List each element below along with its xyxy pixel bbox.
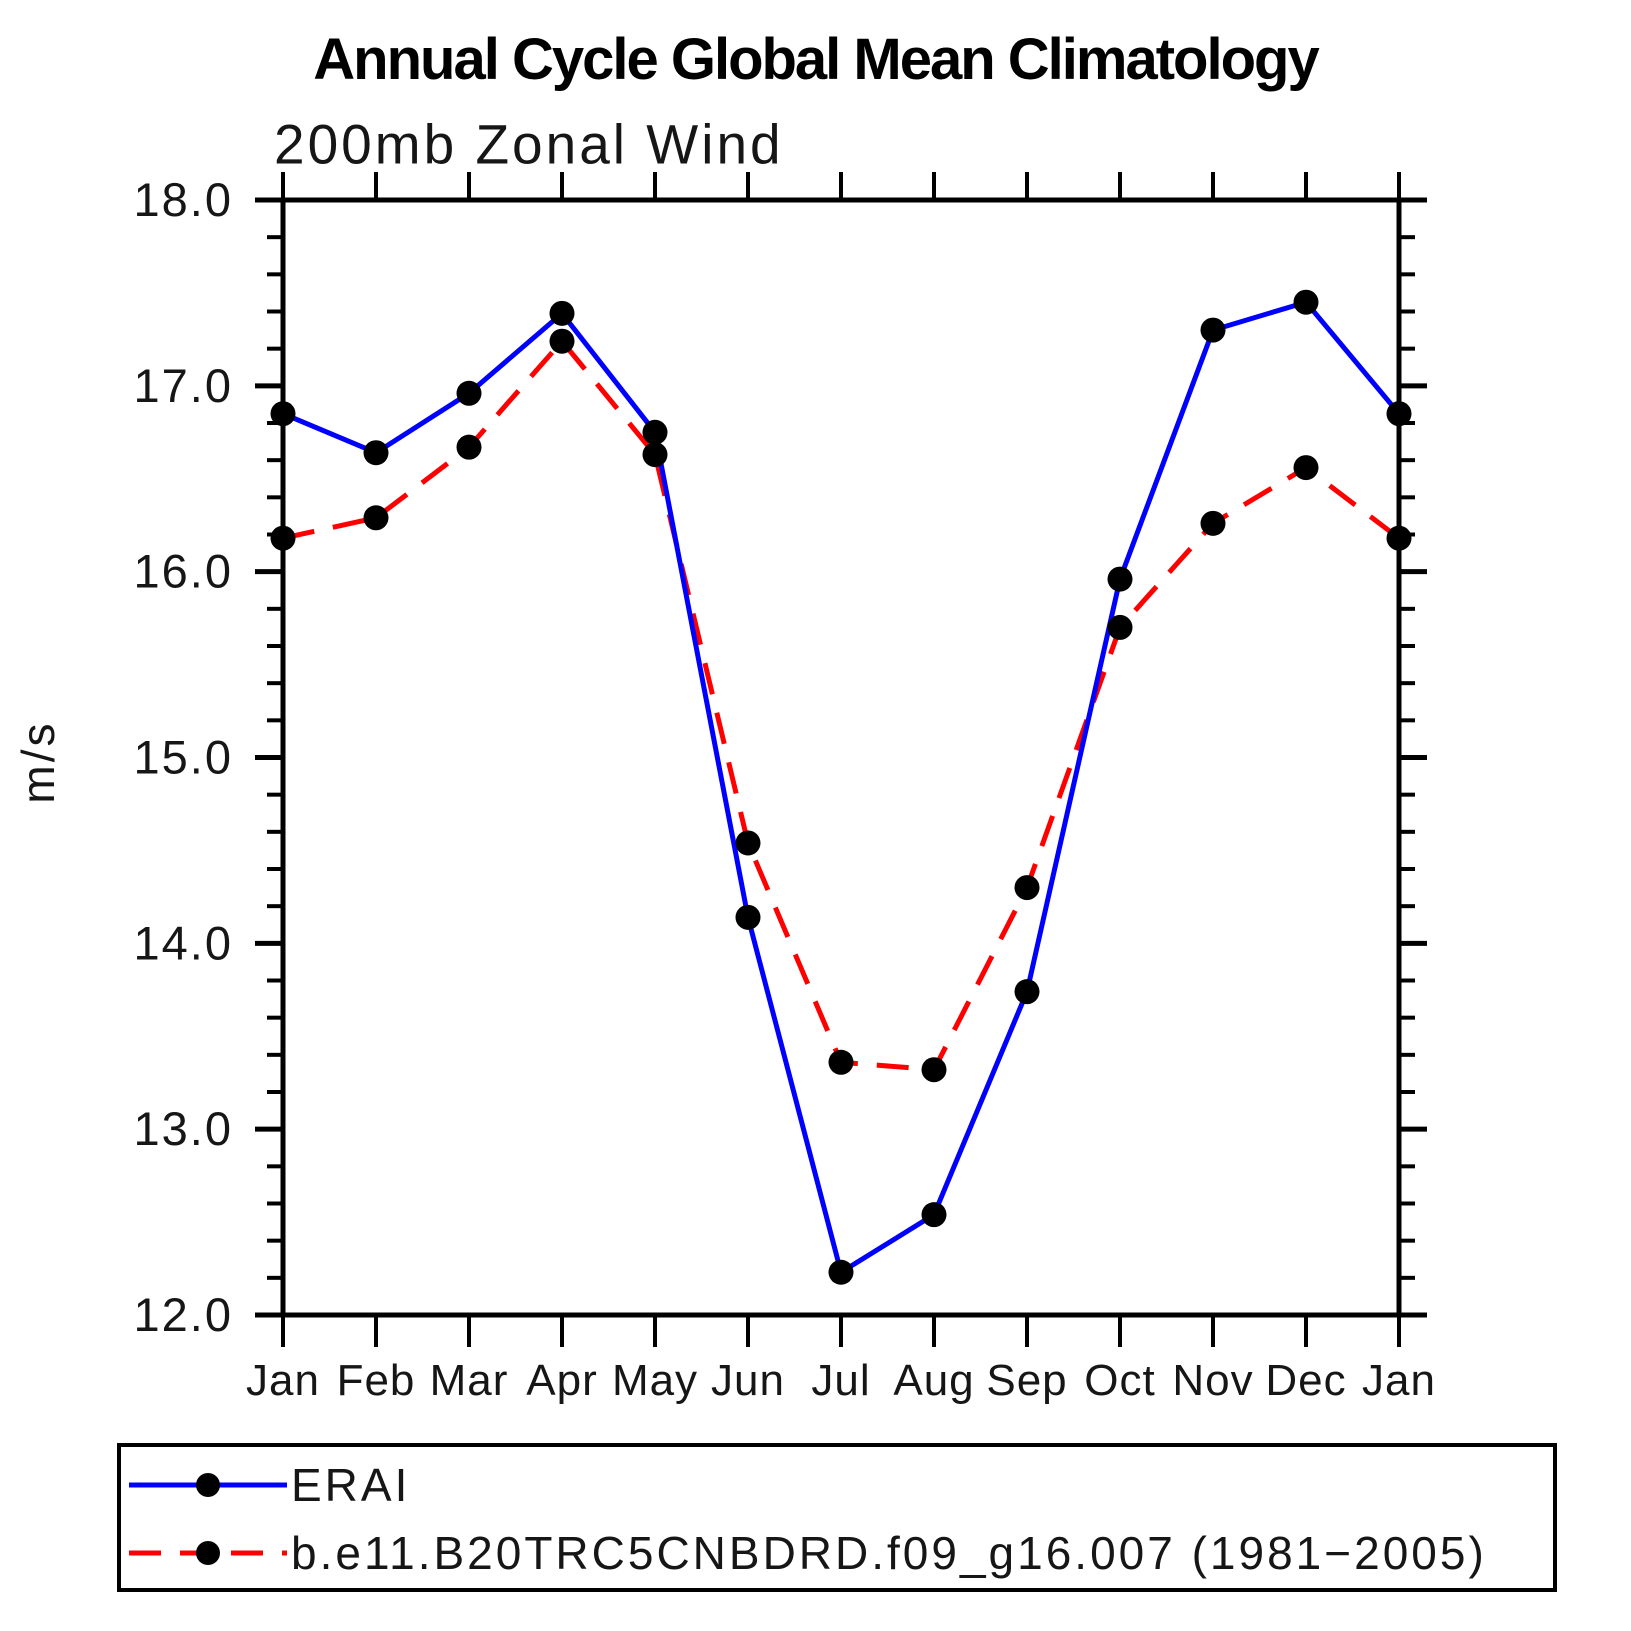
data-point-marker (1200, 317, 1226, 343)
chart-subtitle: 200mb Zonal Wind (274, 112, 784, 176)
y-tick-label: 12.0 (134, 1288, 233, 1341)
data-point-marker (735, 904, 761, 930)
x-tick-label: May (612, 1356, 698, 1405)
legend-label-erai: ERAI (291, 1459, 411, 1511)
data-point-marker (456, 380, 482, 406)
data-point-marker (1107, 566, 1133, 592)
legend: ERAI b.e11.B20TRC5CNBDRD.f09_g16.007 (19… (117, 1443, 1557, 1592)
x-tick-label: Oct (1084, 1356, 1155, 1405)
data-point-marker (921, 1057, 947, 1083)
data-point-marker (1107, 614, 1133, 640)
x-tick-label: Mar (430, 1356, 509, 1405)
data-point-marker (1014, 875, 1040, 901)
x-tick-label: Dec (1265, 1356, 1346, 1405)
data-point-marker (549, 328, 575, 354)
data-point-marker (1014, 979, 1040, 1005)
data-point-marker (1200, 510, 1226, 536)
y-tick-label: 18.0 (134, 173, 233, 226)
legend-marker-icon (196, 1473, 220, 1497)
chart-title: Annual Cycle Global Mean Climatology (313, 27, 1319, 92)
data-point-marker (456, 434, 482, 460)
x-tick-label: Sep (986, 1356, 1067, 1405)
data-point-marker (270, 525, 296, 551)
x-tick-label: Jul (811, 1356, 870, 1405)
legend-line-sample-erai (129, 1473, 287, 1497)
y-tick-label: 13.0 (134, 1102, 233, 1155)
series-line-erai (282, 299, 1401, 1275)
x-tick-label: Jan (1362, 1356, 1436, 1405)
plot-box (280, 197, 1402, 1318)
legend-label-model: b.e11.B20TRC5CNBDRD.f09_g16.007 (1981−20… (291, 1527, 1487, 1579)
data-point-marker (363, 440, 389, 466)
data-point-marker (1293, 289, 1319, 315)
legend-entry-model: b.e11.B20TRC5CNBDRD.f09_g16.007 (1981−20… (127, 1527, 1487, 1579)
data-point-marker (363, 505, 389, 531)
x-tick-label: Feb (337, 1356, 416, 1405)
y-tick-label: 14.0 (134, 916, 233, 969)
data-point-marker (735, 830, 761, 856)
y-tick-label: 16.0 (134, 545, 233, 598)
data-point-marker (828, 1049, 854, 1075)
legend-entry-erai: ERAI (127, 1459, 410, 1511)
plot-area: 12.0 13.0 14.0 15.0 16.0 17.0 18.0 Jan Feb Mar Apr… (134, 172, 1436, 1405)
y-tick-label: 17.0 (134, 359, 233, 412)
data-point-marker (642, 419, 668, 445)
x-tick-label: Apr (526, 1356, 597, 1405)
data-point-marker (642, 442, 668, 468)
x-tick-label: Jun (711, 1356, 785, 1405)
data-point-marker (921, 1202, 947, 1228)
series-line-model (282, 338, 1401, 1073)
legend-marker-icon (196, 1541, 220, 1565)
legend-line-sample-model (129, 1541, 287, 1565)
x-tick-label: Nov (1172, 1356, 1253, 1405)
data-point-marker (1386, 525, 1412, 551)
data-point-marker (549, 300, 575, 326)
x-tick-label: Aug (893, 1356, 974, 1405)
data-point-marker (1293, 455, 1319, 481)
data-point-marker (828, 1259, 854, 1285)
y-tick-label: 15.0 (134, 731, 233, 784)
data-point-marker (270, 401, 296, 427)
data-point-marker (1386, 401, 1412, 427)
x-tick-label: Jan (246, 1356, 320, 1405)
